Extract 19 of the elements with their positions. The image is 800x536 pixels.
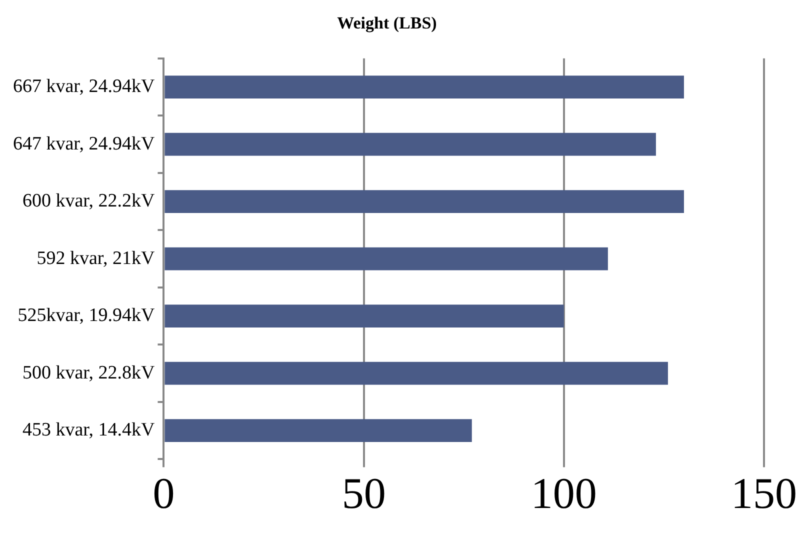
bar [164, 419, 472, 442]
y-tick-label: 525kvar, 19.94kV [18, 305, 155, 326]
y-tick-label: 647 kvar, 24.94kV [12, 133, 155, 154]
chart-title: Weight (LBS) [337, 14, 437, 33]
bar [164, 304, 564, 328]
y-tick-label: 500 kvar, 22.8kV [22, 362, 155, 384]
bar [164, 132, 656, 156]
bar [164, 76, 684, 98]
x-tick-label: 50 [342, 469, 386, 518]
x-tick-label: 100 [530, 469, 597, 518]
bar [164, 247, 608, 270]
x-tick-label: 0 [152, 469, 175, 518]
y-tick-label: 453 kvar, 14.4kV [22, 420, 155, 441]
x-tick-label: 150 [731, 469, 797, 518]
bar [164, 362, 668, 385]
y-tick-label: 667 kvar, 24.94kV [12, 76, 155, 98]
y-tick-label: 592 kvar, 21kV [36, 248, 155, 269]
y-tick-label: 600 kvar, 22.2kV [22, 190, 155, 212]
bar [164, 190, 684, 213]
